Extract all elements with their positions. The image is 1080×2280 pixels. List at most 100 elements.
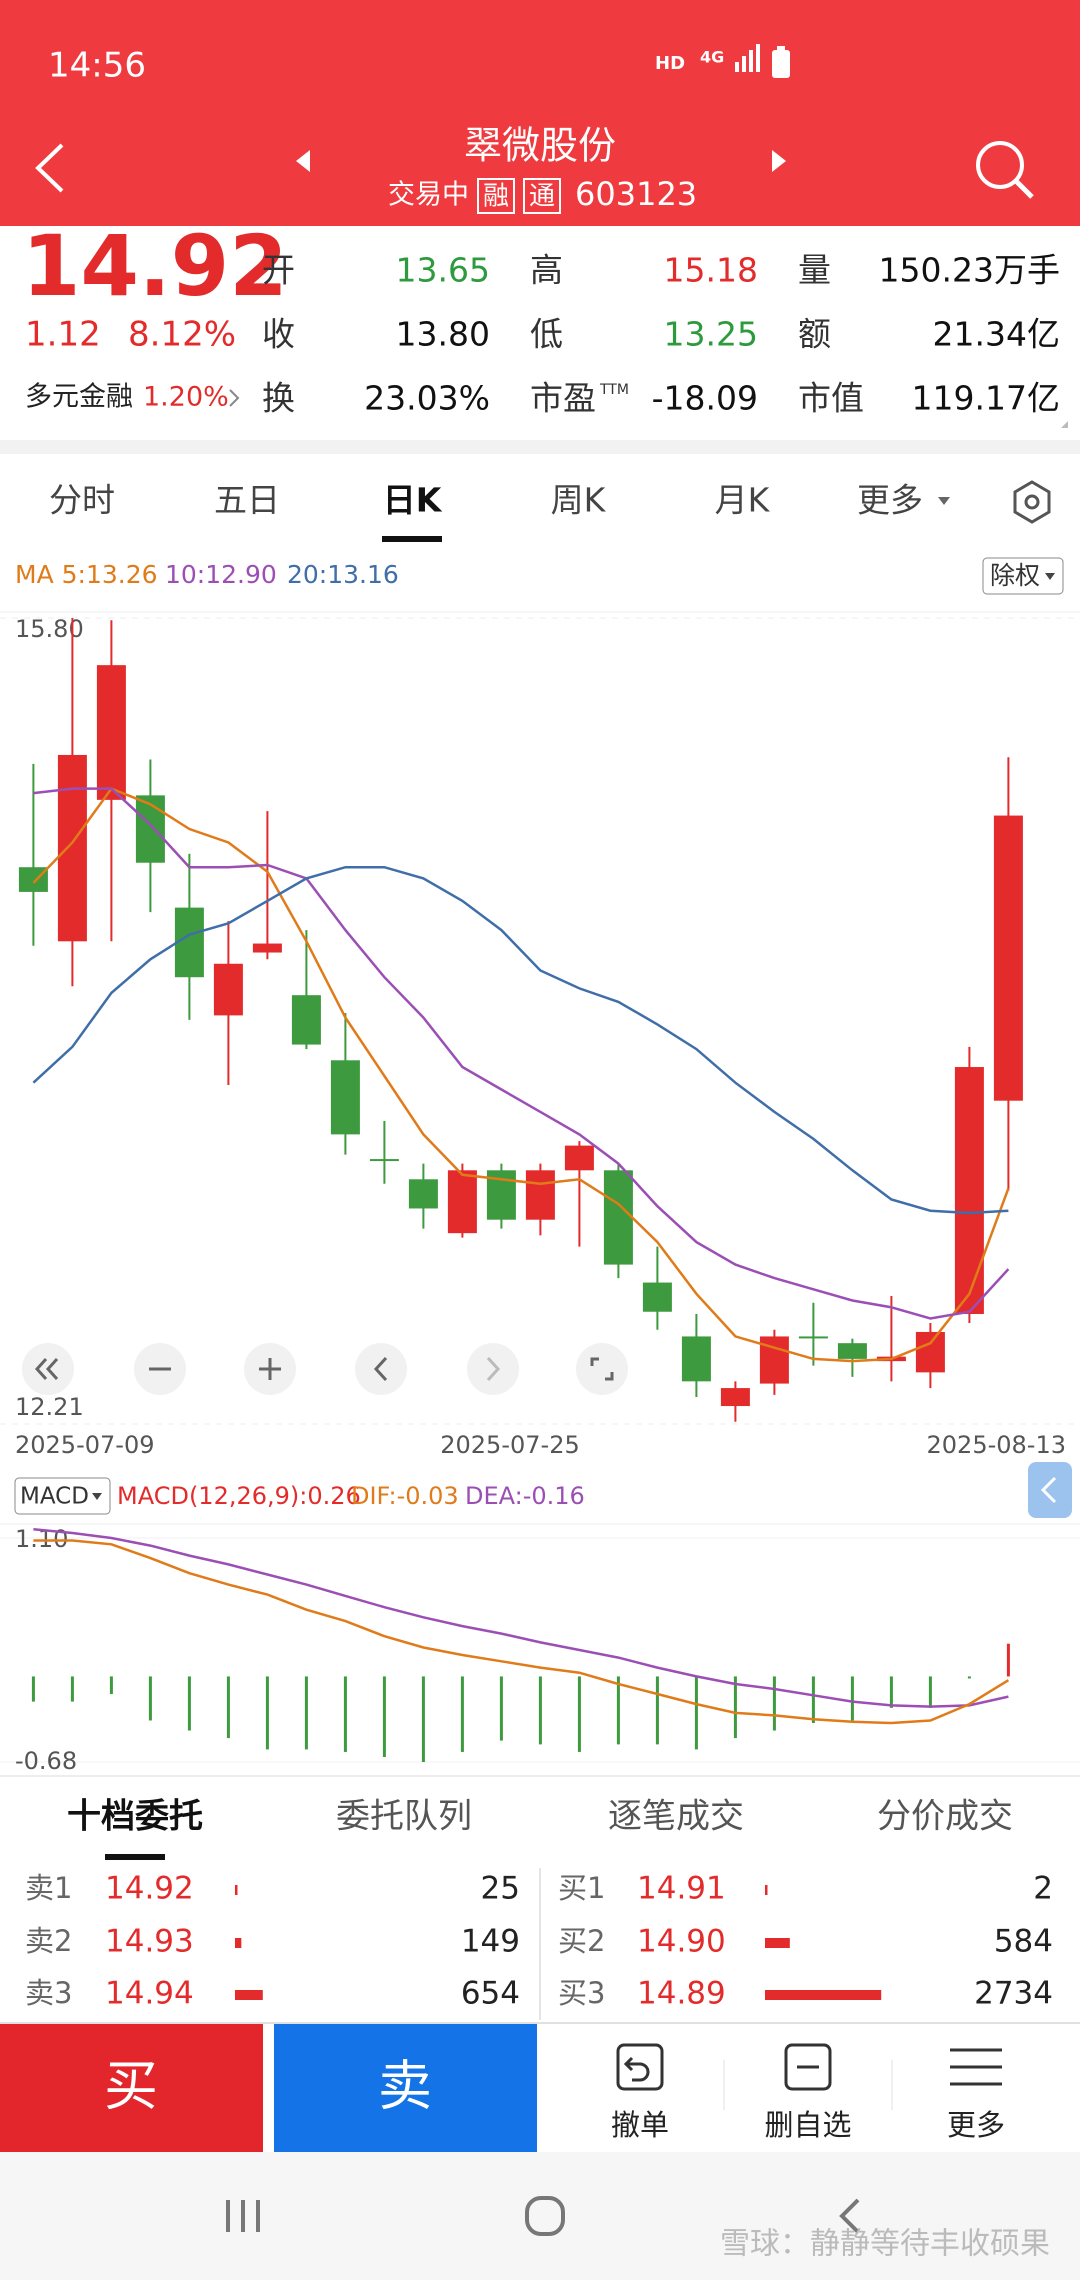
indicator-caret (92, 1493, 102, 1500)
settings-dot (1024, 494, 1040, 510)
remove-icon (784, 2043, 832, 2091)
field-value: 21.34亿 (933, 315, 1060, 354)
candle-body (681, 1336, 711, 1382)
nav-back[interactable] (839, 2198, 860, 2234)
field-value: 23.03% (364, 379, 490, 418)
macd-bar (304, 1676, 308, 1750)
ma-legend: 20:13.16 (287, 560, 399, 589)
tool-label: 撤单 (611, 2108, 669, 2142)
watermark: 雪球：静静等待丰收硕果 (720, 2227, 1050, 2262)
period-tab[interactable]: 五日 (214, 481, 280, 520)
volume-bar (765, 1938, 790, 1948)
macd-bar (382, 1676, 386, 1757)
period-tab[interactable]: 日K (383, 481, 443, 520)
order-tab[interactable]: 委托队列 (336, 1797, 472, 1837)
macd-bar (70, 1676, 74, 1702)
indicator-name: MACD (20, 1484, 89, 1510)
adjust-caret (1045, 573, 1055, 580)
macd-bar (694, 1676, 698, 1750)
x-label: 2025-07-09 (15, 1431, 154, 1459)
field-value: 13.25 (664, 315, 758, 354)
ma-line (32, 787, 1010, 1363)
tag-box (477, 178, 515, 214)
book-label: 买3 (558, 1976, 605, 2010)
tag: 通 (529, 182, 555, 212)
book-label: 卖3 (25, 1976, 72, 2010)
header-bg (0, 0, 1080, 226)
candle-body (915, 1331, 945, 1373)
tag: 融 (483, 182, 509, 212)
fullscreen[interactable] (576, 1343, 628, 1395)
buy-label: 买 (104, 2055, 158, 2118)
macd-bar (460, 1676, 464, 1752)
field-label-sup: TTM (599, 382, 629, 398)
field-label: 额 (798, 315, 831, 354)
sector-pct: 1.20% (143, 382, 229, 413)
field-label: 市盈 (530, 379, 596, 418)
book-price: 14.94 (105, 1976, 194, 2012)
change: 1.12 (25, 315, 101, 355)
sell-button[interactable] (274, 2024, 537, 2152)
book-price: 14.89 (637, 1976, 726, 2012)
next-stock[interactable] (772, 150, 786, 172)
macd-bar (733, 1676, 737, 1739)
ma-legend: 10:12.90 (165, 560, 277, 589)
period-tab[interactable]: 更多 (857, 481, 923, 520)
tab-underline (382, 536, 442, 542)
back-button[interactable] (35, 143, 64, 193)
candle-body (993, 815, 1023, 1101)
last-price: 14.92 (22, 217, 288, 315)
battery-icon (772, 50, 790, 78)
book-price: 14.92 (105, 1871, 194, 1907)
prev-stock[interactable] (296, 150, 310, 172)
period-tab[interactable]: 月K (715, 481, 771, 520)
period-tab[interactable]: 周K (551, 481, 607, 520)
field-label: 换 (262, 379, 295, 418)
battery-tip (777, 46, 785, 51)
move-left[interactable] (355, 1343, 407, 1395)
candle-body (447, 1170, 477, 1234)
macd-bar (538, 1676, 542, 1745)
macd-bar (967, 1676, 971, 1679)
tool-label: 删自选 (764, 2108, 851, 2142)
stock-name: 翠微股份 (464, 124, 616, 168)
zoom-glyphs (34, 1356, 614, 1382)
indicator-button[interactable] (14, 1477, 111, 1515)
book-label: 卖1 (25, 1871, 72, 1905)
sell-label: 卖 (378, 2055, 432, 2118)
volume-bar (765, 1885, 768, 1895)
network-indicator: 4G (700, 48, 724, 67)
period-tab[interactable]: 分时 (49, 481, 115, 520)
change-pct: 8.12% (128, 315, 236, 355)
field-value: 150.23万手 (879, 251, 1060, 290)
book-label: 卖2 (25, 1924, 72, 1958)
field-label: 市值 (798, 379, 864, 418)
candle-body (564, 1145, 594, 1171)
field-label: 开 (262, 251, 295, 290)
search-button[interactable] (976, 141, 1034, 199)
book-price: 14.90 (637, 1924, 726, 1960)
dea-line (33, 1527, 1009, 1708)
move-right[interactable] (467, 1343, 519, 1395)
candle-body (798, 1336, 828, 1339)
candle-body (174, 907, 204, 978)
panel-toggle-arrow (1040, 1476, 1057, 1504)
order-tab[interactable]: 分价成交 (877, 1797, 1013, 1837)
panel-toggle[interactable] (1028, 1462, 1072, 1518)
dif-label: DIF:-0.03 (351, 1482, 459, 1510)
order-tab[interactable]: 十档委托 (67, 1797, 203, 1837)
order-tab[interactable]: 逐笔成交 (608, 1797, 744, 1837)
nav-home[interactable] (525, 2196, 565, 2236)
corner-mark (1061, 421, 1068, 428)
cancel-arrow (623, 2056, 650, 2082)
candle-body (135, 795, 165, 863)
candle-body (720, 1388, 750, 1407)
buy-button[interactable] (0, 2024, 263, 2152)
macd-bar (343, 1676, 347, 1752)
x-label: 2025-07-25 (440, 1431, 579, 1459)
book-volume: 149 (461, 1924, 520, 1960)
settings-button[interactable] (1013, 480, 1051, 524)
adjust-button[interactable] (982, 557, 1064, 595)
candle-body (252, 943, 282, 953)
macd-bar (655, 1676, 659, 1745)
